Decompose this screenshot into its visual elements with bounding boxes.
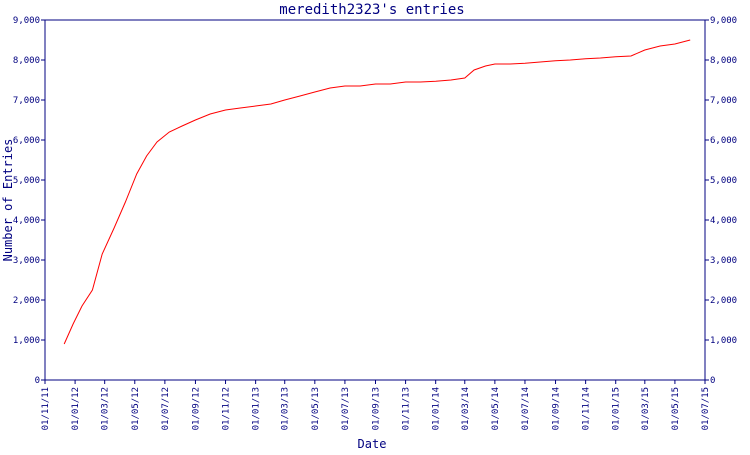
x-tick-label: 01/05/13: [311, 387, 321, 430]
x-tick-label: 01/03/15: [641, 387, 651, 430]
y-tick-label-left: 6,000: [13, 136, 40, 146]
y-tick-label-right: 5,000: [710, 176, 737, 186]
y-tick-label-right: 4,000: [710, 216, 737, 226]
x-tick-label: 01/01/15: [612, 387, 622, 430]
y-tick-label-left: 7,000: [13, 96, 40, 106]
x-tick-label: 01/09/13: [371, 387, 381, 430]
chart-title: meredith2323's entries: [279, 2, 464, 18]
x-tick-label: 01/03/13: [281, 387, 291, 430]
y-ticks-right: 0 1,000 2,000 3,000 4,000 5,000 6,000 7,000 8,00…: [705, 16, 737, 386]
series-line: [63, 39, 691, 345]
y-axis-label: Number of Entries: [1, 139, 15, 262]
y-tick-label-left: 8,000: [13, 56, 40, 66]
x-tick-label: 01/01/13: [252, 387, 262, 430]
x-tick-label: 01/09/12: [191, 387, 201, 430]
y-tick-label-right: 6,000: [710, 136, 737, 146]
x-tick-label: 01/09/14: [552, 387, 562, 430]
y-tick-label-left: 3,000: [13, 256, 40, 266]
x-tick-label: 01/07/14: [521, 387, 531, 430]
x-tick-label: 01/05/12: [131, 387, 141, 430]
x-tick-label: 01/11/13: [402, 387, 412, 430]
x-tick-label: 01/11/11: [41, 387, 51, 430]
x-tick-label: 01/05/15: [671, 387, 681, 430]
y-tick-label-left: 0: [35, 376, 40, 386]
plot-frame: [44, 19, 706, 381]
y-tick-label-left: 9,000: [13, 16, 40, 26]
y-tick-label-right: 7,000: [710, 96, 737, 106]
x-tick-label: 01/07/13: [341, 387, 351, 430]
y-tick-label-left: 2,000: [13, 296, 40, 306]
x-axis-label: Date: [358, 437, 387, 450]
y-tick-label-right: 9,000: [710, 16, 737, 26]
x-tick-label: 01/07/15: [701, 387, 711, 430]
x-tick-label: 01/05/14: [491, 387, 501, 430]
x-tick-label: 01/11/14: [582, 387, 592, 430]
y-tick-label-left: 4,000: [13, 216, 40, 226]
x-tick-label: 01/03/14: [461, 387, 471, 430]
y-tick-label-left: 5,000: [13, 176, 40, 186]
y-tick-label-right: 8,000: [710, 56, 737, 66]
x-tick-label: 01/11/12: [222, 387, 232, 430]
x-tick-label: 01/01/12: [71, 387, 81, 430]
x-tick-label: 01/07/12: [161, 387, 171, 430]
y-tick-label-right: 1,000: [710, 336, 737, 346]
x-tick-label: 01/03/12: [101, 387, 111, 430]
y-ticks-left: 0 1,000 2,000 3,000 4,000 5,000 6,000 7,000 8,00…: [13, 16, 45, 386]
y-tick-label-right: 0: [710, 376, 715, 386]
x-ticks: 01/11/11 01/01/12 01/03/12 01/05/12 01/07/12…: [41, 380, 711, 430]
y-tick-label-right: 3,000: [710, 256, 737, 266]
y-tick-label-right: 2,000: [710, 296, 737, 306]
y-tick-label-left: 1,000: [13, 336, 40, 346]
x-tick-label: 01/01/14: [432, 387, 442, 430]
